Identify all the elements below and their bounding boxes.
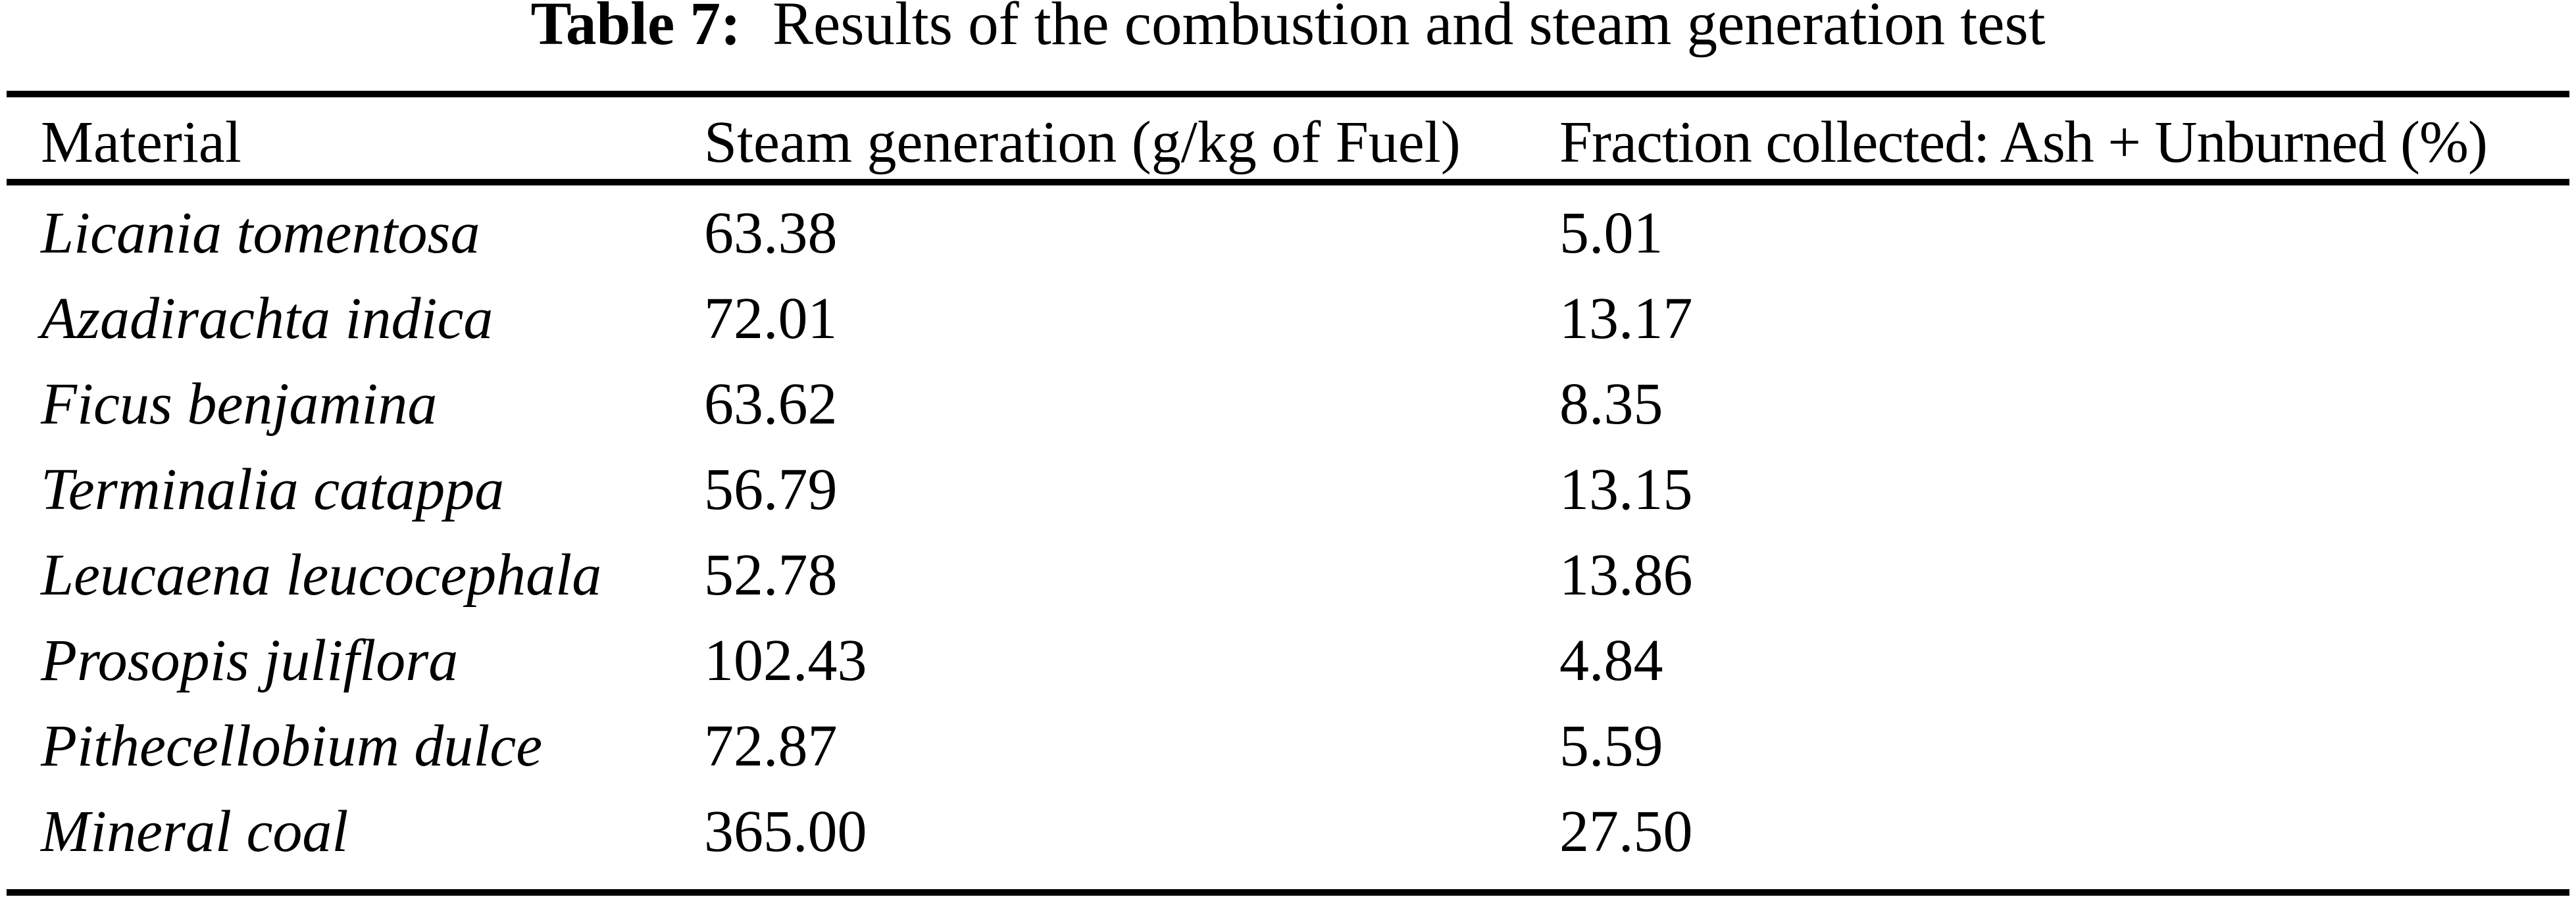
fraction-collected-cell: 5.59 [1559,714,1663,779]
steam-generation-cell: 72.01 [704,286,838,351]
material-cell: Ficus benjamina [41,372,438,437]
table-caption-label: Table 7: [530,0,742,58]
column-header-material: Material [41,110,241,175]
steam-generation-cell: 63.38 [704,201,838,266]
fraction-collected-cell: 8.35 [1559,372,1663,437]
steam-generation-cell: 72.87 [704,714,838,779]
material-cell: Pithecellobium dulce [41,714,543,779]
column-header-steam-generation: Steam generation (g/kg of Fuel) [704,110,1461,175]
table-row: Prosopis juliflora 102.43 4.84 [0,631,2576,717]
table-caption: Table 7: Results of the combustion and st… [0,0,2576,55]
steam-generation-cell: 63.62 [704,372,838,437]
steam-generation-cell: 56.79 [704,457,838,522]
table-bottom-rule [7,889,2569,896]
material-cell: Leucaena leucocephala [41,543,602,608]
table-header-rule [7,179,2569,185]
table-row: Mineral coal 365.00 27.50 [0,802,2576,888]
table-row: Leucaena leucocephala 52.78 13.86 [0,546,2576,631]
material-cell: Azadirachta indica [41,286,493,351]
table-caption-text: Results of the combustion and steam gene… [772,0,2046,58]
steam-generation-cell: 102.43 [704,628,867,693]
column-header-fraction-collected: Fraction collected: Ash + Unburned (%) [1559,110,2488,175]
steam-generation-cell: 52.78 [704,543,838,608]
table-row: Azadirachta indica 72.01 13.17 [0,289,2576,375]
material-cell: Prosopis juliflora [41,628,459,693]
material-cell: Licania tomentosa [41,201,480,266]
fraction-collected-cell: 13.86 [1559,543,1693,608]
fraction-collected-cell: 13.15 [1559,457,1693,522]
material-cell: Mineral coal [41,799,349,864]
fraction-collected-cell: 4.84 [1559,628,1663,693]
fraction-collected-cell: 5.01 [1559,201,1663,266]
table-row: Licania tomentosa 63.38 5.01 [0,204,2576,289]
table-top-rule [7,91,2569,97]
material-cell: Terminalia catappa [41,457,505,522]
table-row: Ficus benjamina 63.62 8.35 [0,375,2576,460]
table-row: Pithecellobium dulce 72.87 5.59 [0,717,2576,802]
table-header-row: Material Steam generation (g/kg of Fuel)… [0,113,2576,199]
table-row: Terminalia catappa 56.79 13.15 [0,460,2576,546]
fraction-collected-cell: 27.50 [1559,799,1693,864]
fraction-collected-cell: 13.17 [1559,286,1693,351]
steam-generation-cell: 365.00 [704,799,867,864]
